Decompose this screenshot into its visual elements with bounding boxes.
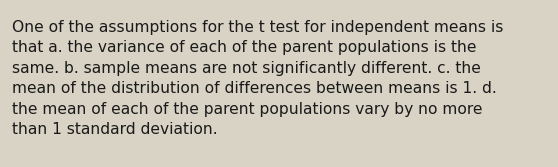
Text: One of the assumptions for the t test for independent means is
that a. the varia: One of the assumptions for the t test fo… <box>12 20 504 137</box>
